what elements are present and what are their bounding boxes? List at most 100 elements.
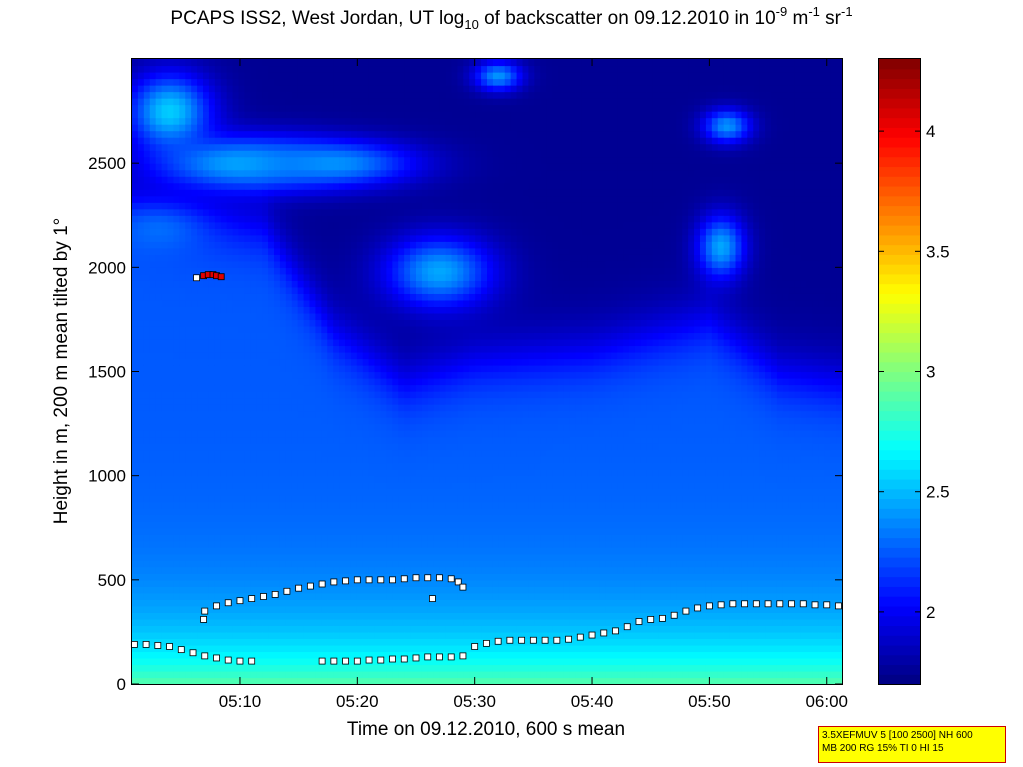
heatmap-cell: [303, 221, 311, 229]
heatmap-cell: [220, 430, 228, 438]
heatmap-cell: [416, 599, 423, 607]
heatmap-cell: [279, 117, 287, 125]
heatmap-cell: [197, 176, 204, 184]
heatmap-cell: [291, 169, 299, 177]
heatmap-cell: [398, 195, 405, 203]
heatmap-cell: [161, 670, 169, 679]
heatmap-cell: [143, 111, 151, 119]
heatmap-cell: [303, 293, 311, 301]
heatmap-cell: [179, 566, 186, 574]
heatmap-cell: [244, 104, 251, 112]
heatmap-cell: [345, 332, 352, 340]
heatmap-cell: [362, 462, 370, 470]
heatmap-cell: [392, 547, 399, 555]
heatmap-cell: [345, 644, 352, 653]
heatmap-cell: [404, 534, 411, 542]
heatmap-cell: [268, 417, 275, 425]
heatmap-cell: [315, 586, 322, 594]
heatmap-cell: [309, 469, 317, 477]
heatmap-cell: [421, 111, 429, 119]
heatmap-cell: [386, 625, 393, 633]
heatmap-cell: [297, 228, 305, 236]
heatmap-cell: [279, 150, 287, 158]
heatmap-cell: [262, 59, 269, 67]
heatmap-cell: [345, 397, 352, 405]
heatmap-cell: [143, 410, 151, 418]
heatmap-cell: [161, 338, 169, 347]
heatmap-cell: [380, 475, 388, 483]
heatmap-cell: [339, 436, 346, 444]
heatmap-cell: [350, 644, 358, 653]
heatmap-cell: [250, 443, 257, 451]
heatmap-cell: [362, 137, 370, 145]
heatmap-cell: [416, 286, 423, 294]
heatmap-cell: [368, 638, 376, 646]
heatmap-cell: [392, 378, 399, 386]
heatmap-cell: [274, 501, 281, 509]
heatmap-cell: [362, 599, 370, 607]
heatmap-cell: [137, 156, 145, 164]
heatmap-cell: [380, 404, 388, 412]
heatmap-cell: [232, 130, 240, 138]
heatmap-cell: [191, 195, 198, 203]
heatmap-cell: [398, 247, 405, 255]
heatmap-cell: [321, 208, 328, 216]
heatmap-cell: [262, 130, 269, 138]
heatmap-cell: [427, 462, 435, 470]
heatmap-cell: [339, 625, 346, 633]
heatmap-cell: [203, 514, 210, 522]
heatmap-cell: [132, 85, 139, 93]
heatmap-cell: [327, 443, 334, 451]
heatmap-cell: [161, 651, 169, 659]
heatmap-cell: [398, 391, 405, 399]
heatmap-cell: [421, 670, 429, 679]
heatmap-cell: [297, 59, 305, 67]
heatmap-cell: [362, 104, 370, 112]
heatmap-cell: [262, 78, 269, 86]
heatmap-cell: [345, 98, 352, 106]
heatmap-cell: [297, 560, 305, 568]
heatmap-cell: [274, 553, 281, 561]
heatmap-cell: [137, 78, 145, 86]
heatmap-cell: [398, 495, 405, 503]
heatmap-cell: [427, 586, 435, 594]
heatmap-cell: [250, 293, 257, 301]
heatmap-cell: [191, 482, 198, 490]
heatmap-cell: [321, 475, 328, 483]
heatmap-cell: [350, 371, 358, 379]
heatmap-cell: [143, 176, 151, 184]
heatmap-cell: [244, 325, 251, 334]
heatmap-cell: [303, 488, 311, 496]
heatmap-cell: [327, 280, 334, 288]
heatmap-cell: [380, 78, 388, 86]
heatmap-cell: [427, 85, 435, 93]
heatmap-cell: [285, 195, 293, 203]
heatmap-cell: [339, 469, 346, 477]
heatmap-cell: [291, 547, 299, 555]
heatmap-cell: [155, 351, 163, 360]
heatmap-cell: [173, 618, 180, 627]
heatmap-cell: [410, 631, 417, 640]
heatmap-cell: [433, 625, 441, 633]
heatmap-cell: [303, 384, 311, 392]
heatmap-cell: [161, 456, 169, 464]
heatmap-cell: [268, 182, 275, 190]
heatmap-cell: [427, 351, 435, 360]
heatmap-cell: [303, 163, 311, 171]
heatmap-cell: [327, 566, 334, 574]
heatmap-cell: [149, 540, 157, 548]
heatmap-cell: [315, 625, 322, 633]
heatmap-cell: [226, 59, 234, 67]
heatmap-cell: [327, 631, 334, 640]
heatmap-cell: [374, 182, 382, 190]
heatmap-cell: [268, 599, 275, 607]
heatmap-cell: [386, 384, 393, 392]
heatmap-cell: [173, 306, 180, 314]
heatmap-cell: [380, 189, 388, 197]
heatmap-cell: [327, 189, 334, 197]
heatmap-cell: [416, 111, 423, 119]
heatmap-cell: [143, 397, 151, 405]
heatmap-cell: [214, 605, 222, 613]
heatmap-cell: [421, 124, 429, 132]
heatmap-cell: [220, 651, 228, 659]
